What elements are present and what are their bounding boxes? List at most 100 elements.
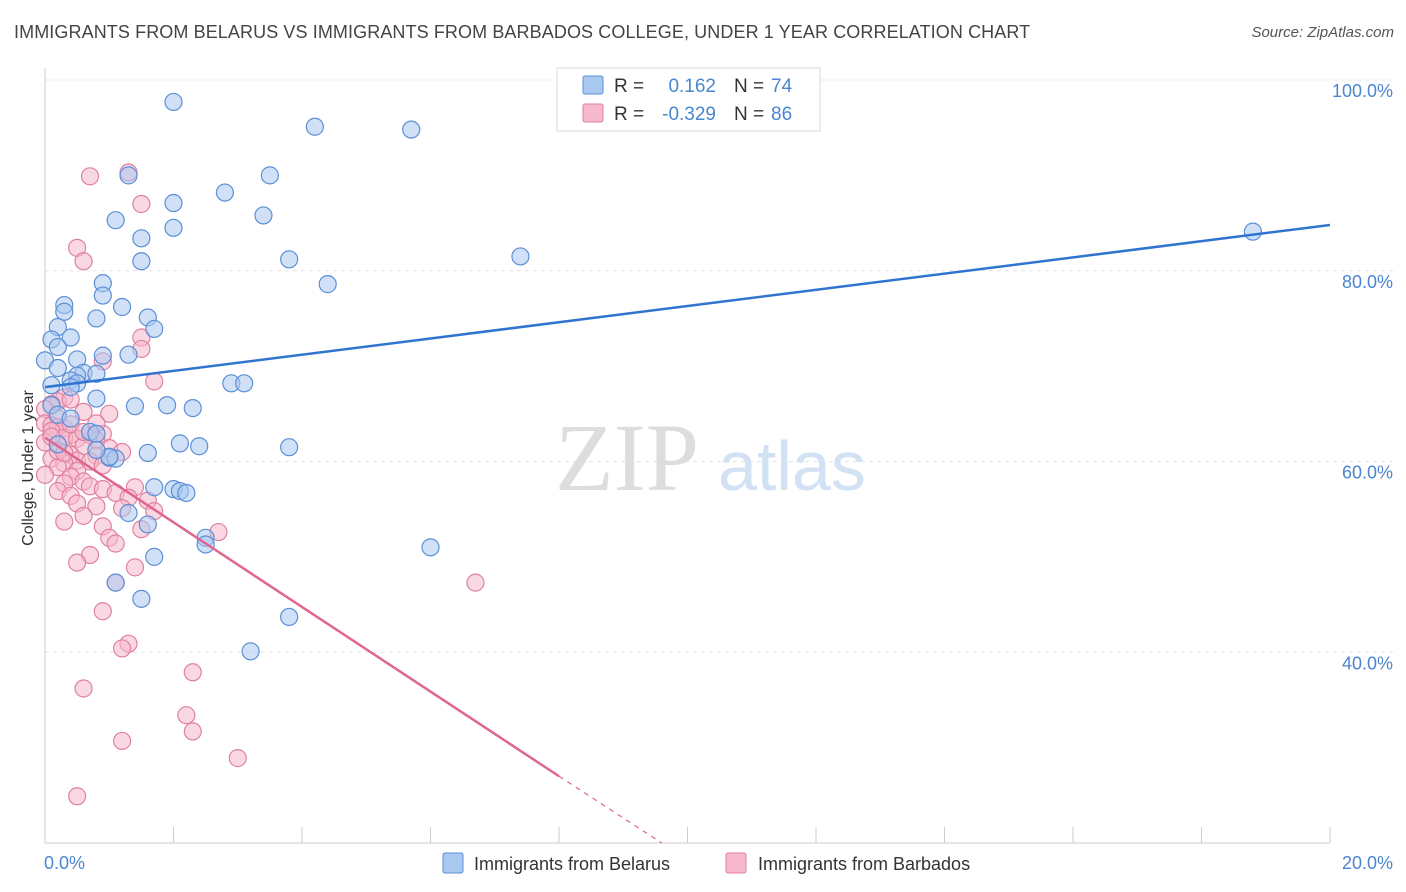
legend-n-value-belarus: 74	[771, 76, 793, 97]
y-tick-label: 100.0%	[1332, 81, 1393, 101]
barbados-point	[112, 731, 132, 751]
x-tick-label-min: 0.0%	[44, 853, 85, 873]
series-legend-swatch-belarus	[442, 852, 464, 874]
belarus-point	[87, 424, 106, 443]
belarus-point	[61, 409, 80, 428]
legend-n-value-barbados: 86	[771, 104, 792, 125]
watermark: ZIP atlas	[555, 404, 866, 511]
barbados-point	[228, 749, 247, 768]
watermark-atlas: atlas	[718, 427, 866, 505]
belarus-point	[164, 92, 183, 112]
belarus-point	[93, 286, 112, 305]
belarus-point	[145, 319, 164, 339]
legend-r-label-barbados: R =	[614, 104, 644, 125]
belarus-point	[318, 275, 337, 294]
watermark-zip: ZIP	[555, 404, 699, 511]
barbados-point	[74, 679, 93, 698]
series-belarus-points	[35, 92, 1263, 661]
belarus-point	[1243, 222, 1263, 241]
belarus-point	[177, 483, 196, 503]
belarus-point	[145, 478, 164, 497]
barbados-point	[68, 787, 87, 806]
barbados-point	[466, 573, 485, 592]
belarus-point	[61, 378, 80, 397]
belarus-point	[106, 573, 125, 592]
legend-n-label-barbados: N =	[734, 104, 764, 125]
belarus-point	[125, 397, 145, 416]
source-note: Source: ZipAtlas.com	[1251, 24, 1394, 41]
barbados-point	[112, 639, 132, 658]
belarus-point	[119, 345, 138, 364]
barbados-point	[93, 602, 112, 621]
barbados-point	[35, 465, 55, 484]
belarus-point	[145, 547, 164, 566]
belarus-point	[48, 337, 67, 357]
belarus-point	[157, 396, 177, 415]
barbados-point	[177, 706, 196, 725]
barbados-point	[132, 194, 151, 214]
legend-n-label-belarus: N =	[734, 76, 764, 97]
legend-swatch-belarus	[582, 75, 604, 95]
y-tick-label: 60.0%	[1342, 463, 1393, 483]
barbados-point	[100, 404, 119, 423]
belarus-point	[132, 252, 151, 271]
belarus-point	[61, 328, 80, 347]
belarus-point	[112, 297, 132, 317]
belarus-point	[235, 374, 254, 393]
belarus-point	[241, 642, 260, 661]
belarus-point	[87, 440, 106, 460]
barbados-point	[183, 722, 202, 741]
belarus-point	[402, 120, 421, 139]
belarus-point	[254, 206, 273, 225]
belarus-point	[132, 589, 151, 608]
belarus-point	[511, 247, 530, 266]
belarus-point	[119, 503, 138, 523]
barbados-point	[183, 663, 202, 682]
y-tick-label: 40.0%	[1342, 653, 1393, 673]
belarus-point	[280, 438, 299, 457]
belarus-point	[164, 193, 183, 213]
belarus-point	[215, 183, 234, 202]
belarus-point	[132, 229, 151, 248]
trend-line-belarus	[44, 223, 1331, 389]
x-tick-label-max: 20.0%	[1342, 853, 1393, 873]
series-legend-label-barbados: Immigrants from Barbados	[758, 854, 970, 874]
belarus-point	[305, 117, 324, 136]
belarus-point	[170, 434, 190, 453]
belarus-point	[87, 389, 106, 408]
belarus-point	[164, 218, 183, 237]
tick-labels: 0.0% 20.0% 100.0% 80.0% 60.0% 40.0%	[44, 81, 1393, 873]
y-tick-label: 80.0%	[1342, 272, 1393, 292]
trend-line-barbados	[44, 436, 560, 778]
belarus-point	[138, 515, 157, 534]
belarus-point	[260, 166, 279, 185]
chart-title: IMMIGRANTS FROM BELARUS VS IMMIGRANTS FR…	[14, 22, 1031, 42]
belarus-point	[280, 250, 299, 269]
barbados-point	[74, 252, 93, 271]
barbados-point	[80, 167, 100, 186]
trend-line-barbados-extension	[558, 775, 663, 844]
barbados-point	[87, 497, 106, 516]
series-legend-swatch-barbados	[725, 852, 747, 874]
barbados-point	[55, 512, 74, 531]
barbados-point	[68, 553, 87, 572]
belarus-point	[87, 364, 106, 383]
series-barbados-points	[35, 163, 485, 806]
legend-r-value-belarus: 0.162	[668, 76, 716, 97]
series-legend-label-belarus: Immigrants from Belarus	[474, 854, 670, 874]
belarus-point	[183, 398, 202, 418]
belarus-point	[190, 437, 209, 456]
legend-stats: R = 0.162 N = 74 R = -0.329 N = 86	[556, 67, 821, 132]
barbados-point	[74, 506, 93, 525]
barbados-point	[106, 534, 125, 553]
belarus-point	[93, 346, 112, 365]
legend-r-label-belarus: R =	[614, 76, 644, 97]
belarus-point	[280, 607, 299, 627]
belarus-point	[48, 358, 67, 378]
barbados-point	[125, 558, 145, 577]
belarus-point	[119, 166, 138, 185]
belarus-point	[138, 443, 157, 463]
gridlines	[45, 79, 1393, 653]
belarus-point	[55, 302, 74, 321]
